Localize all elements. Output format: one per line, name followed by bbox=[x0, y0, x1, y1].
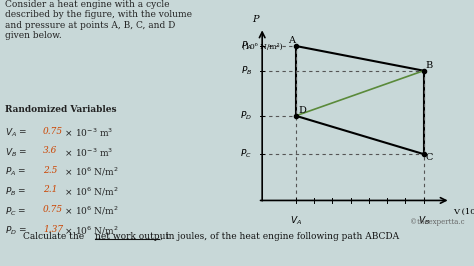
Text: $\times$ 10$^6$ N/m$^2$: $\times$ 10$^6$ N/m$^2$ bbox=[63, 166, 119, 178]
Text: V (10⁻³ m³): V (10⁻³ m³) bbox=[453, 208, 474, 216]
Text: Calculate the: Calculate the bbox=[23, 232, 87, 242]
Text: A: A bbox=[288, 36, 295, 45]
Text: $V_B$: $V_B$ bbox=[418, 214, 430, 227]
Text: , in joules, of the heat engine following path ABCDA: , in joules, of the heat engine followin… bbox=[160, 232, 400, 242]
Text: Randomized Variables: Randomized Variables bbox=[5, 105, 116, 114]
Text: 2.5: 2.5 bbox=[43, 166, 57, 175]
Text: $P_A$ =: $P_A$ = bbox=[5, 166, 27, 178]
Text: Consider a heat engine with a cycle
described by the figure, with the volume
and: Consider a heat engine with a cycle desc… bbox=[5, 0, 192, 40]
Text: $\times$ 10$^{-3}$ m$^3$: $\times$ 10$^{-3}$ m$^3$ bbox=[63, 146, 114, 159]
Text: $\times$ 10$^6$ N/m$^2$: $\times$ 10$^6$ N/m$^2$ bbox=[63, 205, 119, 217]
Text: net work output: net work output bbox=[95, 232, 170, 242]
Text: Calculate the net work output: Calculate the net work output bbox=[23, 232, 162, 242]
Text: $P_B$: $P_B$ bbox=[241, 64, 252, 77]
Text: C: C bbox=[426, 153, 433, 162]
Text: (10⁶ N/m²): (10⁶ N/m²) bbox=[242, 43, 283, 51]
Text: 0.75: 0.75 bbox=[43, 127, 63, 135]
Text: 2.1: 2.1 bbox=[43, 185, 57, 194]
Text: ©theexpertta.c: ©theexpertta.c bbox=[410, 218, 465, 226]
Text: $P_B$ =: $P_B$ = bbox=[5, 185, 27, 198]
Text: D: D bbox=[298, 106, 306, 115]
Text: $\times$ 10$^6$ N/m$^2$: $\times$ 10$^6$ N/m$^2$ bbox=[63, 185, 119, 198]
Text: $\times$ 10$^{-3}$ m$^3$: $\times$ 10$^{-3}$ m$^3$ bbox=[63, 127, 114, 139]
Text: P: P bbox=[252, 15, 259, 24]
Text: $P_C$ =: $P_C$ = bbox=[5, 205, 27, 218]
Text: $P_D$: $P_D$ bbox=[240, 110, 252, 122]
Text: 1.37: 1.37 bbox=[43, 225, 63, 234]
Text: $P_D$ =: $P_D$ = bbox=[5, 225, 27, 237]
Text: $\times$ 10$^6$ N/m$^2$: $\times$ 10$^6$ N/m$^2$ bbox=[63, 225, 119, 237]
Text: 0.75: 0.75 bbox=[43, 205, 63, 214]
Text: $P_A$: $P_A$ bbox=[241, 40, 252, 52]
Text: $V_A$: $V_A$ bbox=[290, 214, 302, 227]
Text: $V_A$ =: $V_A$ = bbox=[5, 127, 28, 139]
Text: 3.6: 3.6 bbox=[43, 146, 57, 155]
Text: $V_B$ =: $V_B$ = bbox=[5, 146, 28, 159]
Text: B: B bbox=[426, 61, 433, 70]
Text: $P_C$: $P_C$ bbox=[240, 148, 252, 160]
